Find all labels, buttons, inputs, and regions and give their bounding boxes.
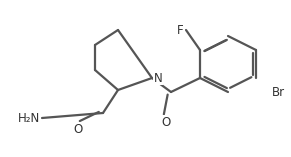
Text: F: F [178, 24, 184, 36]
Text: Br: Br [272, 86, 285, 98]
Text: N: N [154, 71, 163, 84]
Text: H₂N: H₂N [18, 111, 40, 125]
Text: O: O [73, 123, 83, 136]
Text: O: O [162, 116, 171, 129]
